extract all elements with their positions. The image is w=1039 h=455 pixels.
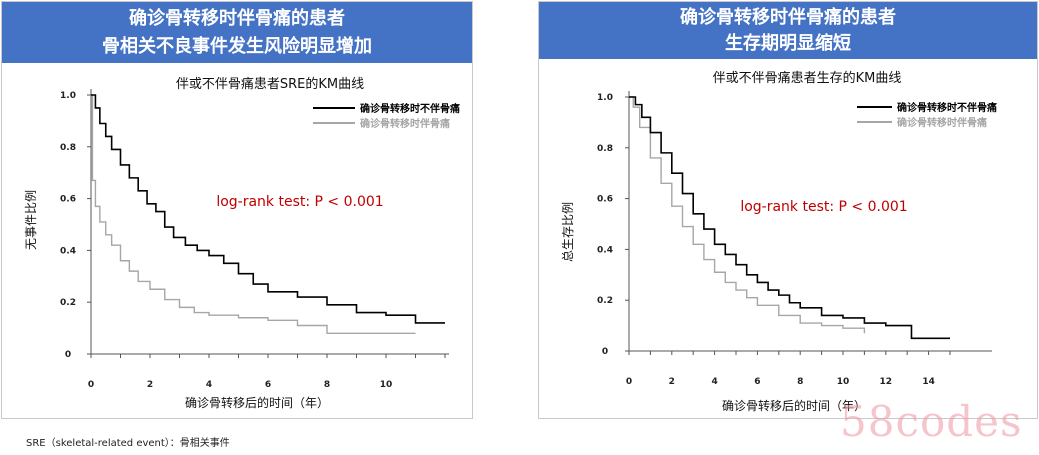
- y-axis-label: 无事件比例: [24, 190, 38, 250]
- legend-label-1: 确诊骨转移时不伴骨痛: [360, 102, 460, 115]
- x-tick-label: 4: [206, 380, 212, 390]
- x-axis-label: 确诊骨转移后的时间（年）: [722, 398, 866, 413]
- logrank-annotation: log-rank test: P < 0.001: [216, 194, 383, 210]
- y-tick-label: 0.2: [60, 298, 76, 308]
- km-curve-series-1: [91, 94, 445, 324]
- left-chart-panel: 确诊骨转移时伴骨痛的患者 骨相关不良事件发生风险明显增加 伴或不伴骨痛患者SRE…: [1, 1, 473, 419]
- x-tick-label: 2: [669, 377, 675, 387]
- left-banner-line-2: 骨相关不良事件发生风险明显增加: [102, 36, 372, 57]
- y-tick-label: 0.2: [597, 296, 613, 306]
- logrank-annotation: log-rank test: P < 0.001: [740, 199, 907, 215]
- y-axis-label: 总生存比例: [561, 202, 575, 262]
- survival-km-chart: 伴或不伴骨痛患者生存的KM曲线 0 0.2 0.4 0.6 0.8 1.0 0 2 4 6 8 10 12…: [561, 70, 997, 413]
- y-tick-label: 1.0: [60, 91, 76, 101]
- x-tick-label: 4: [711, 377, 717, 387]
- right-banner: 确诊骨转移时伴骨痛的患者 生存期明显缩短: [539, 2, 1037, 59]
- y-tick-label: 0.8: [60, 143, 76, 153]
- watermark: 58codes: [840, 397, 1023, 446]
- chart-title: 伴或不伴骨痛患者SRE的KM曲线: [176, 76, 364, 92]
- km-curve-series-1: [629, 96, 950, 340]
- y-tick-label: 0: [602, 347, 608, 357]
- km-curve-series-2: [91, 94, 416, 334]
- y-tick-label: 0: [65, 350, 71, 360]
- y-tick-label: 0.6: [60, 195, 76, 205]
- legend-label-2: 确诊骨转移时伴骨痛: [360, 117, 450, 130]
- left-banner: 确诊骨转移时伴骨痛的患者 骨相关不良事件发生风险明显增加: [2, 2, 472, 63]
- y-tick-label: 0.4: [597, 245, 613, 255]
- x-tick-label: 12: [880, 377, 893, 387]
- x-tick-label: 14: [922, 377, 935, 387]
- y-tick-label: 0.6: [597, 195, 613, 205]
- x-tick-label: 8: [797, 377, 803, 387]
- legend-label-2: 确诊骨转移时伴骨痛: [897, 116, 987, 129]
- sre-km-chart: 伴或不伴骨痛患者SRE的KM曲线 0 0.2 0.4 0.6 0.8 1.0 0 2 4 6 8 10 无…: [24, 76, 460, 410]
- x-tick-label: 6: [754, 377, 760, 387]
- right-chart-panel: 确诊骨转移时伴骨痛的患者 生存期明显缩短 伴或不伴骨痛患者生存的KM曲线 0 0.2…: [538, 1, 1038, 419]
- x-tick-label: 10: [380, 380, 393, 390]
- x-axis-label: 确诊骨转移后的时间（年）: [185, 395, 329, 410]
- right-banner-line-2: 生存期明显缩短: [725, 33, 851, 54]
- y-tick-label: 0.4: [60, 246, 76, 256]
- x-tick-label: 10: [837, 377, 850, 387]
- footnote: SRE（skeletal-related event）：骨相关事件: [26, 438, 230, 449]
- x-tick-label: 8: [324, 380, 330, 390]
- y-tick-label: 1.0: [597, 93, 613, 103]
- left-banner-line-1: 确诊骨转移时伴骨痛的患者: [129, 8, 345, 29]
- legend-label-1: 确诊骨转移时不伴骨痛: [897, 101, 997, 114]
- right-banner-line-1: 确诊骨转移时伴骨痛的患者: [680, 7, 896, 28]
- chart-title: 伴或不伴骨痛患者生存的KM曲线: [713, 70, 902, 86]
- x-tick-label: 0: [626, 377, 632, 387]
- x-tick-label: 6: [265, 380, 271, 390]
- x-tick-label: 2: [147, 380, 153, 390]
- y-tick-label: 0.8: [597, 144, 613, 154]
- x-tick-label: 0: [88, 380, 94, 390]
- km-curve-series-2: [629, 96, 866, 334]
